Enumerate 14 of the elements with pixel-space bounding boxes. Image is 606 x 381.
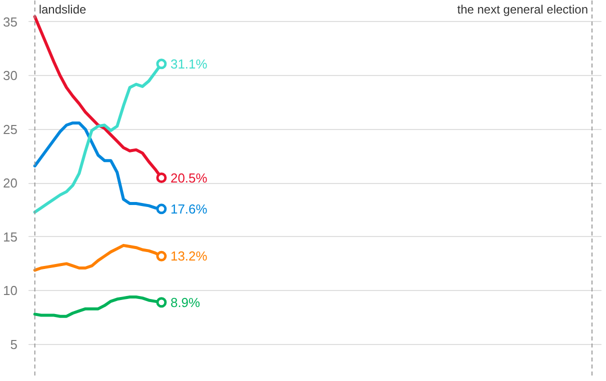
data-label: 20.5% [170,170,208,186]
y-tick-label: 30 [3,68,18,84]
y-tick-label: 25 [3,122,18,137]
text: the next general election [457,2,588,16]
y-tick-label: 15 [3,229,18,244]
data-label: 13.2% [170,248,208,264]
y-tick-label: 20 [3,176,18,191]
data-label: 31.1% [170,56,208,72]
data-label: 17.6% [170,201,208,216]
y-tick-label: 35 [3,14,18,30]
text: landslide [38,2,86,16]
data-label: 8.9% [170,294,201,310]
y-tick-label: 10 [3,283,18,298]
y-tick-label: 5 [10,336,18,352]
